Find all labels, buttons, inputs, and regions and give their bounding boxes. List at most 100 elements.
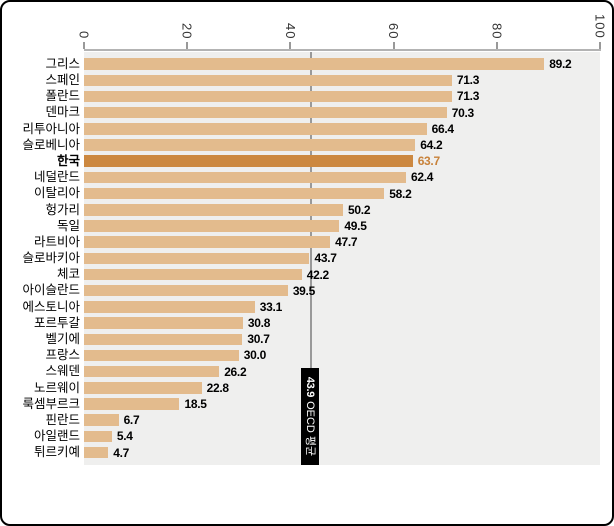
bar-row: 핀란드 6.7 [2,412,600,428]
bar-rows: 그리스 89.2 스페인 71.3 폴란드 71.3 덴마크 70.3 리투아니아 66.4 슬로베… [2,56,600,461]
bar-track: 5.4 [84,428,600,444]
bar-track: 30.0 [84,347,600,363]
value-label: 30.7 [247,332,270,347]
bar [84,204,344,216]
value-label: 5.4 [116,429,133,444]
oecd-average-caption: OECD 평균 [304,401,317,457]
value-label: 22.8 [206,380,229,395]
bar-row: 프랑스 30.0 [2,347,600,363]
bar-track: 66.4 [84,121,600,137]
bar-track: 50.2 [84,202,600,218]
bar [84,446,109,459]
bar [84,349,239,362]
bar-row: 한국 63.7 [2,153,600,169]
bar-row: 튀르키예 4.7 [2,445,600,461]
oecd-average-line [309,52,312,465]
bar [84,414,119,426]
bar-track: 42.2 [84,266,600,282]
value-label: 66.4 [431,121,454,136]
bar-row: 그리스 89.2 [2,56,600,72]
bar-row: 포르투갈 30.8 [2,315,600,331]
country-label: 룩셈부르크 [22,396,80,411]
bar [84,284,288,297]
bar-row: 리투아니아 66.4 [2,121,600,137]
bar [84,187,385,200]
x-tick [392,42,395,49]
value-label: 64.2 [420,138,443,153]
country-label: 체코 [56,267,80,282]
oecd-average-badge-text: 43.9 OECD 평균 [304,377,317,457]
country-label: 그리스 [45,56,80,71]
bar-track: 30.8 [84,315,600,331]
bar-row: 스페인 71.3 [2,72,600,88]
value-label: 89.2 [549,57,572,72]
x-tick-label: 20 [179,22,195,39]
bar-track: 47.7 [84,234,600,250]
country-label: 덴마크 [45,105,80,120]
value-label: 6.7 [123,413,140,428]
country-label: 아이슬란드 [22,283,80,298]
value-label: 70.3 [451,105,474,120]
value-label: 33.1 [259,299,282,314]
bar-track: 58.2 [84,186,600,202]
bar [84,301,255,313]
value-label: 30.8 [247,316,271,331]
country-label: 슬로베니아 [22,137,80,152]
bar-row: 슬로바키아 43.7 [2,250,600,266]
value-label: 62.4 [410,170,434,185]
bar-track: 18.5 [84,396,600,412]
country-label: 슬로바키아 [22,251,80,266]
value-label: 30.0 [243,348,266,363]
x-tick-label: 100 [592,14,608,39]
country-label: 이탈리아 [33,186,80,201]
bar-row: 벨기에 30.7 [2,331,600,347]
bar-track: 64.2 [84,137,600,153]
bar [84,398,180,410]
bar-row: 체코 42.2 [2,266,600,282]
country-label: 독일 [56,218,80,233]
country-label: 에스토니아 [22,299,80,314]
country-label: 스페인 [45,73,80,88]
bar-row: 라트비아 47.7 [2,234,600,250]
bar-track: 26.2 [84,364,600,380]
bar [84,220,340,232]
x-tick-label: 60 [386,22,402,39]
x-tick [289,42,292,49]
bar-track: 62.4 [84,169,600,185]
bar [84,365,220,378]
bar-row: 노르웨이 22.8 [2,380,600,396]
country-label: 핀란드 [45,412,80,427]
x-tick [186,42,189,49]
value-label: 18.5 [184,397,207,412]
bar-track: 70.3 [84,105,600,121]
bar [84,106,447,119]
bar [84,171,406,184]
bar-track: 4.7 [84,445,600,461]
bar [84,58,545,70]
country-label: 폴란드 [45,89,80,104]
value-label: 26.2 [224,364,247,379]
x-tick [495,42,498,49]
x-tick-label: 40 [282,22,298,39]
bar [84,268,302,281]
bar-track: 63.7 [84,153,600,169]
value-label: 4.7 [113,445,130,460]
country-label: 아일랜드 [33,429,80,444]
bar-row: 독일 49.5 [2,218,600,234]
country-label: 네덜란드 [33,170,80,185]
oecd-average-badge: 43.9 OECD 평균 [301,368,320,465]
country-label: 포르투갈 [33,315,80,330]
x-tick [83,42,85,49]
bar-track: 71.3 [84,72,600,88]
country-label: 리투아니아 [22,121,80,136]
value-label: 42.2 [306,267,329,282]
x-axis-line [84,49,601,51]
bar-row: 에스토니아 33.1 [2,299,600,315]
bar [84,123,427,135]
value-label: 39.5 [292,283,315,298]
bar [84,382,202,394]
bar-row: 네덜란드 62.4 [2,169,600,185]
bar [84,90,452,103]
bar-row: 룩셈부르크 18.5 [2,396,600,412]
country-label: 노르웨이 [33,380,80,395]
